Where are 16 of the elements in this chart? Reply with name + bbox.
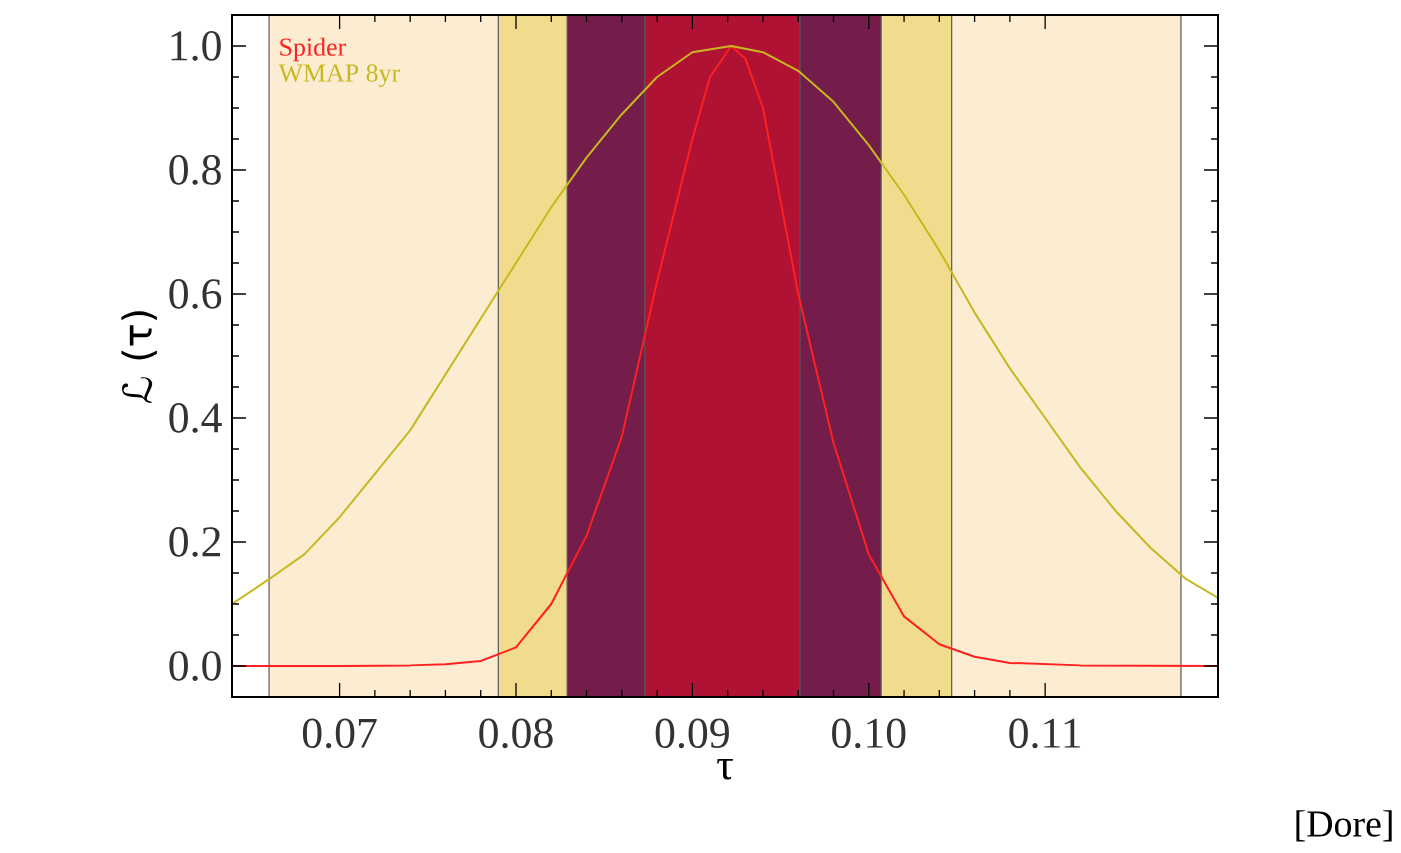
y-tick-label: 1.0 [171, 31, 221, 61]
x-tick-label: 0.10 [832, 718, 906, 749]
x-tick-label: 0.11 [1009, 718, 1081, 749]
text: WMAP 8yr [278, 64, 400, 88]
x-axis-title: τ [717, 759, 733, 780]
y-axis-title: ℒ (τ) [121, 311, 157, 403]
x-tick-label: 0.07 [302, 718, 377, 749]
x-tick-label: 0.08 [479, 718, 553, 749]
text: Spider [280, 37, 346, 62]
x-tick-label: 0.09 [655, 718, 729, 749]
text: [Dore] [1296, 810, 1392, 842]
y-tick-label: 0.4 [169, 403, 222, 433]
y-tick-label: 0.8 [169, 155, 221, 185]
y-tick-label: 0.6 [169, 279, 222, 309]
y-tick-label: 0.0 [169, 651, 221, 681]
y-tick-label: 0.2 [169, 527, 221, 557]
